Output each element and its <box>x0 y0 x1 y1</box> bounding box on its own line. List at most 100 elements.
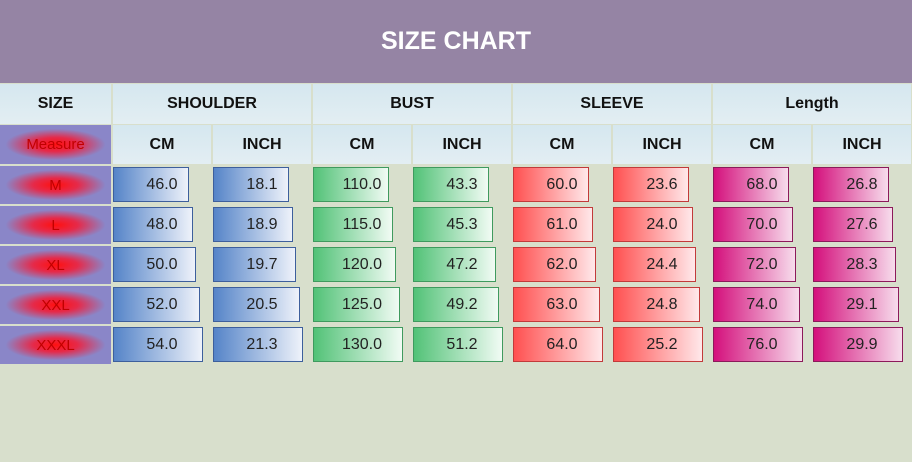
data-bar <box>213 207 293 242</box>
cell-value: 46.0 <box>146 175 178 193</box>
sub-header: INCH <box>413 125 511 164</box>
cell-value: 21.3 <box>246 335 278 353</box>
data-bar <box>513 167 589 202</box>
cell-value: 54.0 <box>146 335 178 353</box>
cell-value: 62.0 <box>546 255 578 273</box>
cell-value: 68.0 <box>746 175 778 193</box>
cell-value: 61.0 <box>546 215 578 233</box>
data-bar <box>713 167 789 202</box>
cell-value: 64.0 <box>546 335 578 353</box>
data-bar <box>413 247 496 282</box>
cell-value: 76.0 <box>746 335 778 353</box>
sub-header: Measure <box>0 125 111 164</box>
data-bar <box>713 327 803 362</box>
data-bar <box>513 247 596 282</box>
data-bar <box>113 287 200 322</box>
cell-value: 47.2 <box>446 255 478 273</box>
cell-value: 29.1 <box>846 295 878 313</box>
cell-value: 29.9 <box>846 335 878 353</box>
data-bar <box>813 327 903 362</box>
data-bar <box>513 327 603 362</box>
size-label: XXL <box>0 286 111 324</box>
size-label: L <box>0 206 111 244</box>
cell-value: 50.0 <box>146 255 178 273</box>
data-bar <box>113 167 189 202</box>
size-label: XXXL <box>0 326 111 364</box>
data-bar <box>813 207 893 242</box>
cell-value: 26.8 <box>846 175 878 193</box>
data-bar <box>213 247 296 282</box>
sub-header: CM <box>513 125 611 164</box>
cell-value: 24.0 <box>646 215 678 233</box>
data-bar <box>213 167 289 202</box>
data-bar <box>413 287 500 322</box>
data-bar <box>113 207 193 242</box>
cell-value: 125.0 <box>341 295 383 313</box>
sub-header: INCH <box>213 125 311 164</box>
group-header: SIZE <box>0 84 111 124</box>
data-bar <box>213 287 300 322</box>
cell-value: 115.0 <box>342 215 382 233</box>
data-bar <box>113 247 196 282</box>
cell-value: 110.0 <box>342 175 382 193</box>
data-bar <box>413 327 503 362</box>
sub-header: CM <box>713 125 811 164</box>
cell-value: 49.2 <box>446 295 478 313</box>
cell-value: 74.0 <box>746 295 778 313</box>
data-bar <box>313 287 400 322</box>
data-bar <box>713 287 800 322</box>
cell-value: 63.0 <box>546 295 578 313</box>
group-header: SLEEVE <box>513 84 711 124</box>
cell-value: 52.0 <box>146 295 178 313</box>
group-header: BUST <box>313 84 511 124</box>
cell-value: 18.9 <box>246 215 278 233</box>
sub-header: INCH <box>613 125 711 164</box>
data-bar <box>313 207 393 242</box>
data-bar <box>113 327 203 362</box>
group-header: SHOULDER <box>113 84 311 124</box>
size-label: XL <box>0 246 111 284</box>
cell-value: 72.0 <box>746 255 778 273</box>
cell-value: 19.7 <box>246 255 278 273</box>
cell-value: 18.1 <box>246 175 278 193</box>
sub-header: CM <box>113 125 211 164</box>
data-bar <box>613 167 689 202</box>
title: SIZE CHART <box>0 0 912 83</box>
sub-header: CM <box>313 125 411 164</box>
cell-value: 120.0 <box>341 255 383 273</box>
data-bar <box>313 167 389 202</box>
data-bar <box>513 207 593 242</box>
data-bar <box>613 327 703 362</box>
data-bar <box>413 167 489 202</box>
data-bar <box>313 247 396 282</box>
group-header: Length <box>713 84 911 124</box>
cell-value: 24.8 <box>646 295 678 313</box>
data-bar <box>813 167 889 202</box>
cell-value: 24.4 <box>646 255 678 273</box>
cell-value: 27.6 <box>846 215 878 233</box>
data-bar <box>613 247 696 282</box>
size-label: M <box>0 166 111 204</box>
data-bar <box>713 207 793 242</box>
data-bar <box>613 207 693 242</box>
data-bar <box>813 247 896 282</box>
cell-value: 130.0 <box>341 335 383 353</box>
cell-value: 60.0 <box>546 175 578 193</box>
data-bar <box>813 287 900 322</box>
cell-value: 70.0 <box>746 215 778 233</box>
cell-value: 45.3 <box>446 215 478 233</box>
cell-value: 28.3 <box>846 255 878 273</box>
cell-value: 23.6 <box>646 175 678 193</box>
data-bar <box>513 287 600 322</box>
data-bar <box>713 247 796 282</box>
data-bar <box>213 327 303 362</box>
data-bar <box>613 287 700 322</box>
cell-value: 20.5 <box>246 295 278 313</box>
cell-value: 48.0 <box>146 215 178 233</box>
data-bar <box>313 327 403 362</box>
cell-value: 43.3 <box>446 175 478 193</box>
sub-header: INCH <box>813 125 911 164</box>
cell-value: 51.2 <box>446 335 478 353</box>
data-bar <box>413 207 493 242</box>
